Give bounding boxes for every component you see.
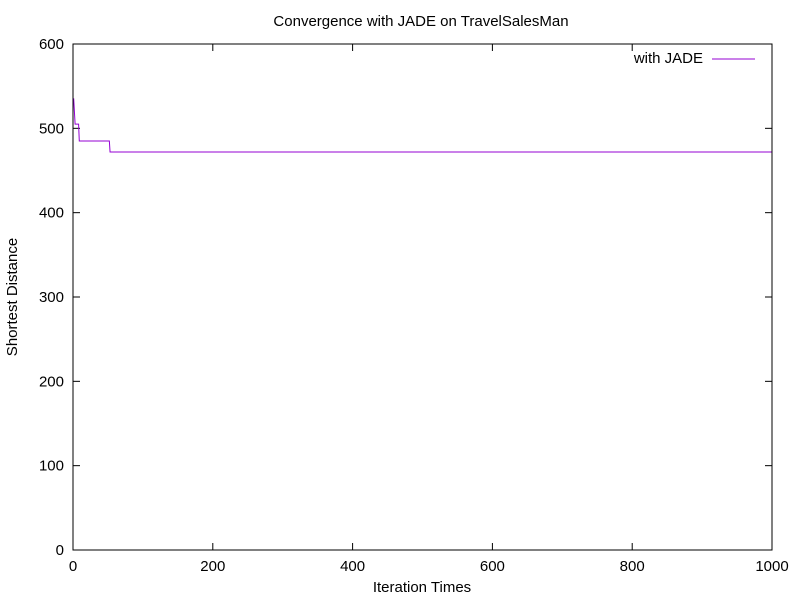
y-tick-label: 200 xyxy=(39,373,64,390)
series-line xyxy=(73,98,772,153)
y-tick-label: 400 xyxy=(39,205,64,222)
y-tick-label: 100 xyxy=(39,458,64,475)
y-axis-label: Shortest Distance xyxy=(4,238,21,356)
axis-ticks: 0 200 400 600 800 1000 0 100 200 300 400 500 600 xyxy=(39,36,789,575)
y-tick-label: 600 xyxy=(39,36,64,53)
x-tick-label: 400 xyxy=(340,558,365,575)
y-tick-label: 300 xyxy=(39,289,64,306)
x-axis-label: Iteration Times xyxy=(373,579,471,596)
x-tick-label: 1000 xyxy=(755,558,788,575)
x-tick-label: 0 xyxy=(69,558,77,575)
x-tick-label: 800 xyxy=(620,558,645,575)
y-tick-label: 500 xyxy=(39,120,64,137)
series-group xyxy=(73,98,772,153)
x-tick-label: 600 xyxy=(480,558,505,575)
x-tick-label: 200 xyxy=(200,558,225,575)
legend: with JADE xyxy=(633,50,755,67)
y-tick-label: 0 xyxy=(56,542,64,559)
legend-label: with JADE xyxy=(633,50,703,67)
chart-title: Convergence with JADE on TravelSalesMan xyxy=(273,13,568,30)
plot-frame xyxy=(72,43,773,551)
